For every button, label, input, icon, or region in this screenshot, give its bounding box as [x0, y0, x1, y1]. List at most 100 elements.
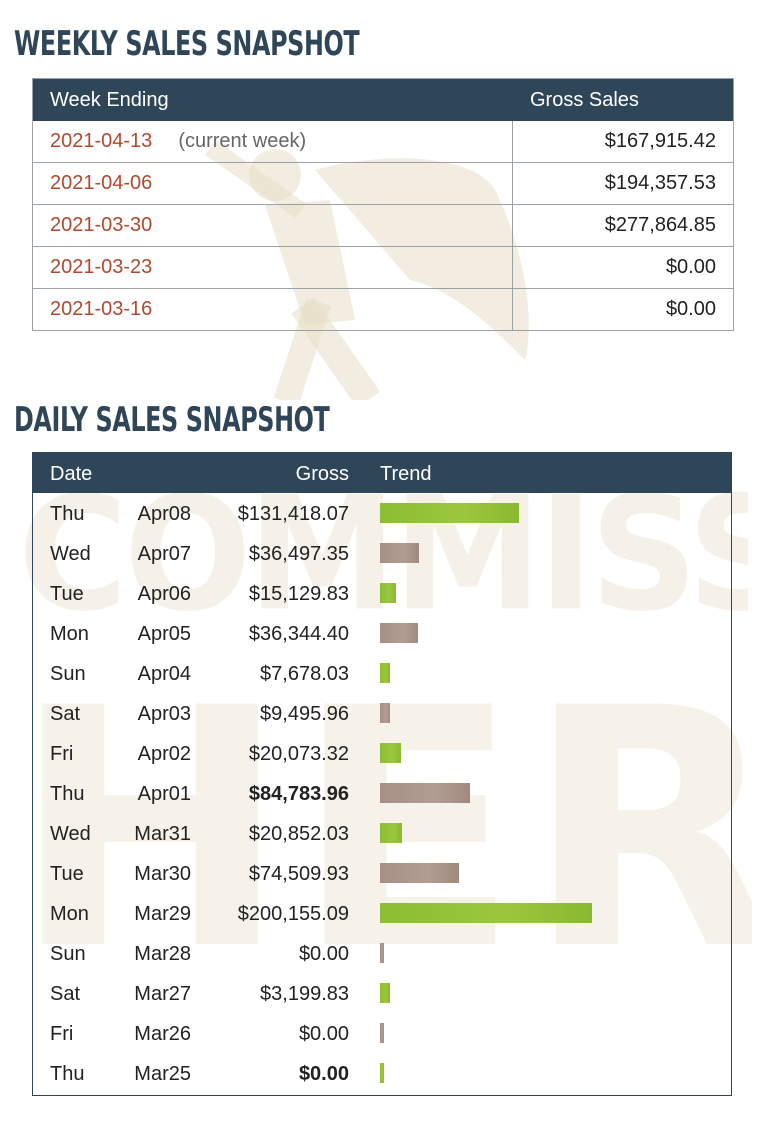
table-row: Thu Mar25 $0.00 [33, 1053, 731, 1093]
day-date: Mar31 [134, 823, 191, 845]
table-row: 2021-04-13 (current week) $167,915.42 [33, 121, 733, 162]
gross-value: $0.00 [298, 1063, 349, 1085]
trend-bar [380, 743, 401, 763]
day-date: Apr01 [137, 783, 191, 805]
day-date: Apr08 [137, 503, 191, 525]
day-date: Mar30 [134, 863, 191, 885]
trend-bar [380, 903, 592, 923]
daily-sales-table: Date Gross Trend Thu Apr08 $131,418.07 Wed A… [32, 452, 732, 1096]
gross-sales-column-header: Gross Sales [530, 88, 639, 111]
gross-value: $15,129.83 [248, 583, 349, 605]
gross-value: $74,509.93 [248, 863, 349, 885]
trend-bar [380, 1023, 384, 1043]
trend-bar [380, 1063, 384, 1083]
table-row: 2021-04-06 $194,357.53 [33, 162, 733, 204]
day-of-week: Tue [50, 583, 84, 605]
current-week-note: (current week) [178, 130, 307, 152]
table-row: 2021-03-16 $0.00 [33, 288, 733, 330]
gross-value: $0.00 [298, 943, 349, 965]
trend-bar [380, 583, 396, 603]
table-row: Thu Apr01 $84,783.96 [33, 773, 731, 813]
gross-column-header: Gross [295, 463, 349, 485]
gross-value: $36,344.40 [248, 623, 349, 645]
gross-value: $9,495.96 [260, 703, 349, 725]
day-date: Mar29 [134, 903, 191, 925]
day-date: Apr03 [137, 703, 191, 725]
gross-sales-value: $0.00 [665, 256, 716, 278]
week-ending-link[interactable]: 2021-04-13 [50, 130, 153, 152]
gross-value: $0.00 [298, 1023, 349, 1045]
trend-bar [380, 943, 384, 963]
day-date: Apr05 [137, 623, 191, 645]
day-of-week: Sat [50, 703, 81, 725]
trend-bar [380, 863, 459, 883]
gross-value: $7,678.03 [260, 663, 349, 685]
day-of-week: Mon [50, 623, 89, 645]
day-date: Apr02 [137, 743, 191, 765]
gross-sales-value: $194,357.53 [604, 172, 716, 194]
trend-bar [380, 623, 418, 643]
gross-value: $131,418.07 [237, 503, 349, 525]
table-row: Mon Apr05 $36,344.40 [33, 613, 731, 653]
day-of-week: Sun [50, 663, 86, 685]
table-row: Sat Mar27 $3,199.83 [33, 973, 731, 1013]
day-date: Mar27 [134, 983, 191, 1005]
trend-column-header: Trend [380, 463, 432, 485]
trend-bar [380, 663, 390, 683]
weekly-sales-table: Week Ending Gross Sales 2021-04-13 (curre… [32, 78, 734, 331]
day-of-week: Wed [50, 823, 91, 845]
trend-bar [380, 503, 519, 523]
day-of-week: Tue [50, 863, 84, 885]
weekly-table-header: Week Ending Gross Sales [33, 79, 733, 121]
table-row: Fri Mar26 $0.00 [33, 1013, 731, 1053]
day-date: Apr04 [137, 663, 191, 685]
table-row: Tue Apr06 $15,129.83 [33, 573, 731, 613]
trend-bar [380, 703, 390, 723]
week-ending-link[interactable]: 2021-04-06 [50, 172, 153, 194]
day-of-week: Sat [50, 983, 81, 1005]
day-of-week: Fri [50, 743, 74, 765]
gross-sales-value: $0.00 [665, 298, 716, 320]
table-row: 2021-03-30 $277,864.85 [33, 204, 733, 246]
table-row: Fri Apr02 $20,073.32 [33, 733, 731, 773]
day-of-week: Fri [50, 1023, 74, 1045]
week-ending-link[interactable]: 2021-03-30 [50, 214, 153, 236]
week-ending-link[interactable]: 2021-03-23 [50, 256, 153, 278]
day-of-week: Thu [50, 1063, 85, 1085]
table-row: Sun Mar28 $0.00 [33, 933, 731, 973]
day-date: Apr06 [137, 583, 191, 605]
day-date: Mar26 [134, 1023, 191, 1045]
gross-value: $20,073.32 [248, 743, 349, 765]
table-row: 2021-03-23 $0.00 [33, 246, 733, 288]
daily-sales-heading: DAILY SALES SNAPSHOT [14, 400, 330, 440]
day-of-week: Thu [50, 503, 85, 525]
table-row: Wed Mar31 $20,852.03 [33, 813, 731, 853]
gross-value: $36,497.35 [248, 543, 349, 565]
day-of-week: Mon [50, 903, 89, 925]
table-row: Mon Mar29 $200,155.09 [33, 893, 731, 933]
day-of-week: Wed [50, 543, 91, 565]
table-row: Sat Apr03 $9,495.96 [33, 693, 731, 733]
weekly-sales-heading: WEEKLY SALES SNAPSHOT [14, 24, 360, 64]
day-date: Apr07 [137, 543, 191, 565]
gross-sales-value: $277,864.85 [604, 214, 716, 236]
week-ending-link[interactable]: 2021-03-16 [50, 298, 153, 320]
table-row: Sun Apr04 $7,678.03 [33, 653, 731, 693]
date-column-header: Date [50, 463, 93, 485]
day-of-week: Thu [50, 783, 85, 805]
table-row: Tue Mar30 $74,509.93 [33, 853, 731, 893]
gross-value: $200,155.09 [237, 903, 349, 925]
trend-bar [380, 983, 390, 1003]
trend-bar [380, 543, 419, 563]
gross-value: $84,783.96 [248, 783, 349, 805]
daily-table-header: Date Gross Trend [33, 453, 731, 493]
day-of-week: Sun [50, 943, 86, 965]
gross-value: $3,199.83 [260, 983, 349, 1005]
table-row: Wed Apr07 $36,497.35 [33, 533, 731, 573]
day-date: Mar28 [134, 943, 191, 965]
trend-bar [380, 783, 470, 803]
gross-sales-value: $167,915.42 [604, 130, 716, 152]
trend-bar [380, 823, 402, 843]
gross-value: $20,852.03 [248, 823, 349, 845]
week-ending-column-header: Week Ending [50, 88, 169, 111]
